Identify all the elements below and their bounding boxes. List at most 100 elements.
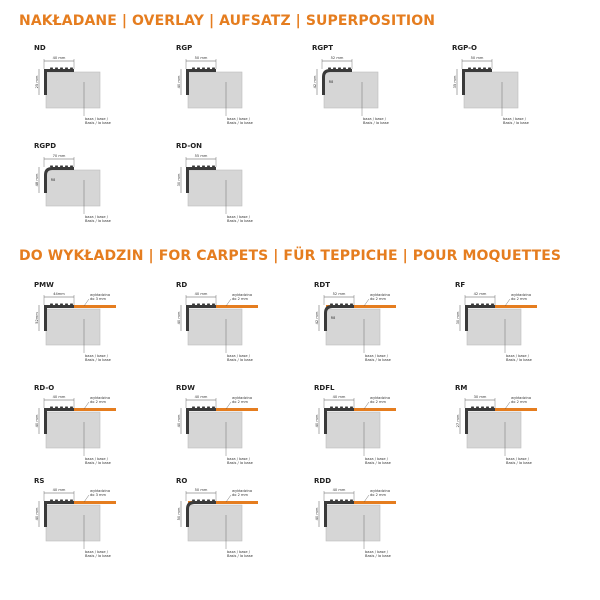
base-label: Basis / la base [506,461,533,465]
carpet-strip [188,305,258,308]
stair-nosing-profile [44,501,74,527]
groove [333,67,336,69]
groove [476,406,479,408]
section-heading-overlay: NAKŁADANE | OVERLAY | AUFSATZ | SUPERPOS… [19,13,436,29]
groove [212,406,215,408]
carpet-label: do 2 mm [370,297,387,301]
groove [202,165,205,167]
groove [468,67,471,69]
height-dimension-label: 40 mm [315,507,319,520]
groove [478,67,481,69]
groove [486,303,489,305]
stair-step [463,71,519,109]
profile-drawing: ND 40 mm 25 mm baza / base /Basis / la base [34,44,112,125]
width-dimension-label: 42 mm [474,292,487,296]
carpet-label: wykładzina [232,293,252,297]
profile-code: RM [455,384,467,392]
carpet-label: do 2 mm [232,297,249,301]
groove [491,406,494,408]
height-dimension-label: 25 mm [35,75,39,88]
height-dimension-label: 40 mm [177,414,181,427]
stair-nosing-profile [44,167,74,193]
profile-code: RGP [176,44,192,52]
base-label: Basis / la base [227,121,254,125]
groove [65,165,68,167]
height-dimension-label: 40 mm [177,311,181,324]
groove [60,67,63,69]
height-dimension-label: 40 mm [35,414,39,427]
base-label: baza / base / [227,215,251,219]
width-dimension-label: 50 mm [471,56,484,60]
groove [197,303,200,305]
profile-code: RO [176,477,187,485]
base-label: Basis / la base [227,358,254,362]
width-dimension-label: 50 mm [195,56,208,60]
carpet-leader-line [363,494,370,503]
groove [202,67,205,69]
profile-rgp-o: RGP-O 50 mm 35 mm baza / base / Basis / la b… [452,44,580,132]
groove [350,303,353,305]
groove [328,67,331,69]
groove [207,303,210,305]
section-heading-carpets: DO WYKŁADZIN | FOR CARPETS | FÜR TEPPICH… [19,248,562,264]
carpet-label: wykładzina [370,293,390,297]
stair-nosing-profile [322,69,352,95]
carpet-leader-line [83,298,90,307]
carpet-leader-line [225,298,232,307]
carpet-strip [326,501,396,504]
profile-drawing: RD-ON 55 mm 30 mm baza / base /Basis / la b… [176,142,254,223]
stair-nosing-profile [324,408,354,434]
base-label: baza / base / [85,117,109,121]
height-dimension-label: 42 mm [315,311,319,324]
profile-rs: RS 40 mm 40 mm wykładzina do 3 mm baza / base… [34,477,162,565]
stair-nosing-profile [186,167,216,193]
width-dimension-label: 40 mm [195,292,208,296]
width-dimension-label: 40 mm [53,488,66,492]
base-label: Basis / la base [363,121,390,125]
carpet-label: do 2 mm [511,297,528,301]
groove [207,165,210,167]
groove [192,303,195,305]
stair-nosing-profile [186,305,216,331]
stair-step [187,504,243,542]
groove [491,303,494,305]
profile-rdt: RDT 52 mm 42 mm R8 wykładzina do 2 mm baza / b… [314,281,442,369]
width-dimension-label: 55 mm [195,154,208,158]
profile-rgp: RGP 50 mm 40 mm baza / base / Basis / la bas… [176,44,304,132]
stair-nosing-profile [44,305,74,331]
stair-nosing-profile [465,408,495,434]
stair-step [325,411,381,449]
base-label: baza / base / [85,215,109,219]
groove [340,499,343,501]
groove [70,165,73,167]
groove [473,67,476,69]
groove [60,406,63,408]
groove [50,303,53,305]
groove [345,499,348,501]
profile-rdd: RDD 40 mm 40 mm wykładzina do 2 mm baza / bas… [314,477,442,565]
profile-code: RDD [314,477,331,485]
profile-rd-on: RD-ON 55 mm 30 mm baza / base / Basis / la b… [176,142,304,230]
base-label: Basis / la base [365,461,392,465]
height-dimension-label: 40 mm [35,507,39,520]
base-label: Basis / la base [503,121,530,125]
stair-step [187,411,243,449]
carpet-strip [326,408,396,411]
carpet-label: wykładzina [90,489,110,493]
groove [488,67,491,69]
width-dimension-label: 70 mm [53,154,66,158]
carpet-label: wykładzina [511,293,531,297]
base-label: baza / base / [85,354,109,358]
groove [55,165,58,167]
groove [65,303,68,305]
profile-code: RDT [314,281,330,289]
stair-nosing-profile [324,501,354,527]
profile-code: PMW [34,281,54,289]
profile-rd: RD 40 mm 40 mm wykładzina do 2 mm baza / base… [176,281,304,369]
